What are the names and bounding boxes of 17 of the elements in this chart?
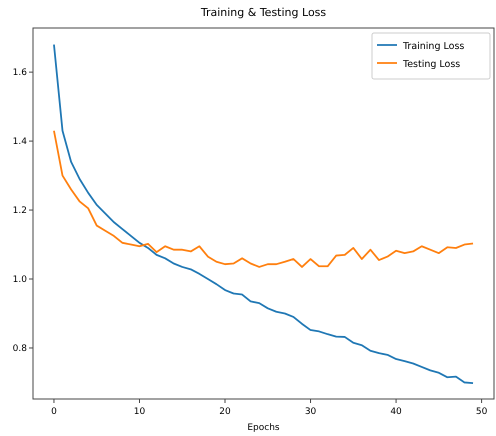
legend-label: Training Loss <box>402 41 464 52</box>
legend-label: Testing Loss <box>402 59 460 70</box>
x-tick-label: 20 <box>219 407 232 417</box>
x-axis-title: Epochs <box>247 423 280 433</box>
y-tick-label: 1.2 <box>12 206 27 216</box>
y-tick-label: 0.8 <box>12 344 28 354</box>
line-series <box>53 44 474 384</box>
y-tick-label: 1.6 <box>12 68 28 78</box>
x-tick-label: 10 <box>134 407 146 417</box>
x-tick-label: 0 <box>51 407 58 417</box>
y-tick-label: 1.4 <box>12 137 28 148</box>
x-tick-label: 50 <box>476 407 488 417</box>
chart-title: Training & Testing Loss <box>200 6 326 19</box>
x-tick-label: 40 <box>390 407 402 417</box>
line-series <box>53 130 474 268</box>
y-tick-label: 1.0 <box>12 275 28 286</box>
x-tick-label: 30 <box>304 407 317 417</box>
